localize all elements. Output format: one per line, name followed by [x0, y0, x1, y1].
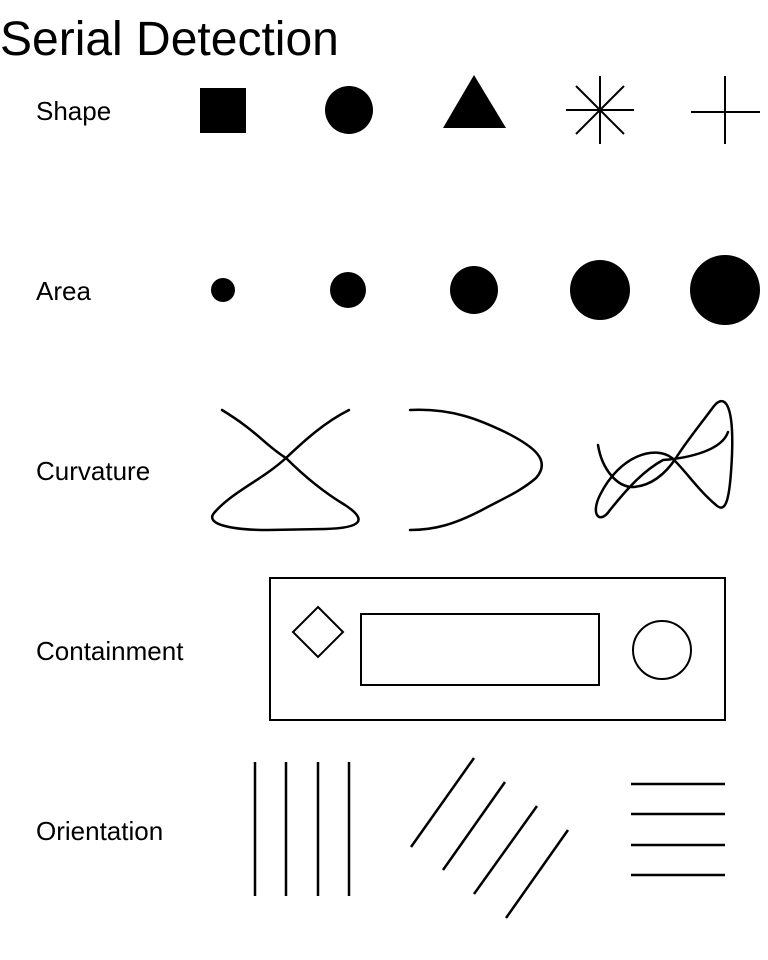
row-label-orientation: Orientation — [36, 816, 164, 846]
dot-small — [330, 272, 366, 308]
inner-rectangle — [360, 613, 600, 686]
diamond-icon — [291, 605, 345, 659]
square-icon — [200, 88, 246, 133]
looping-curve — [594, 400, 734, 519]
page-title: Serial Detection — [0, 13, 339, 66]
dot-smallest — [211, 278, 235, 302]
vertical-lines — [253, 762, 351, 896]
curvature-row — [210, 400, 734, 532]
dot-large — [570, 260, 630, 320]
row-label-curvature: Curvature — [36, 456, 151, 486]
containment-row — [269, 577, 726, 721]
outer-rectangle — [269, 577, 726, 721]
horizontal-lines — [631, 782, 725, 877]
diagonal-lines — [409, 757, 570, 919]
circle-outline-icon — [632, 620, 692, 680]
arrow-curve — [408, 408, 544, 532]
orientation-row — [253, 757, 725, 919]
area-row — [211, 255, 760, 325]
dot-medium — [450, 266, 498, 314]
triangle-icon — [443, 75, 506, 128]
asterisk-icon — [566, 76, 634, 144]
row-label-shape: Shape — [36, 96, 112, 126]
plus-icon — [691, 76, 760, 144]
crossing-curve — [210, 408, 360, 532]
row-label-containment: Containment — [36, 636, 184, 666]
shape-row — [200, 75, 760, 144]
circle-icon — [325, 86, 373, 134]
row-label-area: Area — [36, 276, 91, 306]
dot-largest — [690, 255, 760, 325]
